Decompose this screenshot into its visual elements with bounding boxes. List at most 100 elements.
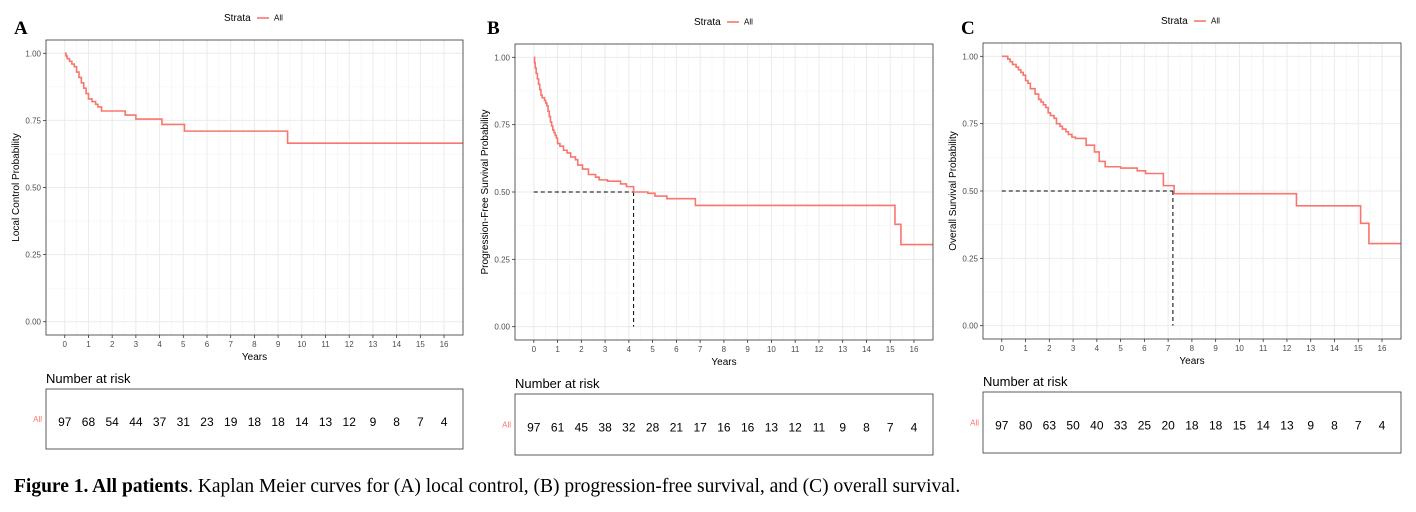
panel-letter: A [14,18,28,39]
x-tick-label: 16 [1378,344,1387,353]
x-tick-label: 5 [650,345,655,354]
risk-number: 97 [995,419,1009,433]
y-tick-label: 0.75 [494,121,510,130]
risk-number: 16 [741,421,755,435]
survival-curve [533,56,933,246]
y-tick-label: 0.75 [25,116,41,125]
risk-number: 14 [295,415,309,429]
y-tick-label: 1.00 [962,52,978,61]
x-tick-label: 4 [1095,344,1100,353]
risk-number: 68 [82,415,96,429]
risk-number: 80 [1019,419,1033,433]
risk-number: 33 [1114,419,1128,433]
risk-number: 18 [1185,419,1199,433]
risk-number: 8 [863,421,870,435]
x-tick-label: 1 [1023,344,1028,353]
risk-number: 97 [58,415,72,429]
risk-number: 18 [271,415,285,429]
risk-table-title: Number at risk [515,376,600,391]
risk-table-title: Number at risk [983,374,1068,389]
risk-number: 54 [105,415,119,429]
risk-number: 9 [839,421,846,435]
x-tick-label: 2 [1047,344,1052,353]
x-tick-label: 3 [1071,344,1076,353]
x-tick-label: 15 [1354,344,1363,353]
risk-number: 13 [1280,419,1294,433]
x-tick-label: 1 [86,340,91,349]
x-tick-label: 15 [886,345,895,354]
grid [983,43,1401,339]
x-tick-label: 5 [181,340,186,349]
x-tick-label: 14 [1330,344,1339,353]
risk-number: 8 [1331,419,1338,433]
risk-number: 4 [911,421,918,435]
risk-strata-label: All [33,415,42,424]
x-tick-label: 9 [1213,344,1218,353]
x-tick-label: 0 [1000,344,1005,353]
x-tick-label: 2 [110,340,115,349]
x-tick-label: 11 [321,340,330,349]
y-axis-title: Progression-Free Survival Probability [480,109,491,274]
risk-number: 40 [1090,419,1104,433]
x-tick-label: 10 [297,340,306,349]
y-tick-label: 0.25 [962,254,978,263]
x-tick-label: 9 [276,340,281,349]
x-tick-label: 1 [555,345,560,354]
survival-curve [1001,55,1401,245]
x-tick-label: 8 [1190,344,1195,353]
y-tick-label: 0.75 [962,120,978,129]
x-tick-label: 13 [838,345,847,354]
risk-number: 38 [598,421,612,435]
risk-number: 13 [765,421,779,435]
risk-table-border [982,391,1402,454]
caption-text: . Kaplan Meier curves for (A) local cont… [188,476,961,497]
risk-table-border [45,388,464,450]
risk-number: 32 [622,421,636,435]
x-tick-label: 10 [1235,344,1244,353]
risk-number: 21 [670,421,684,435]
x-tick-label: 4 [157,340,162,349]
x-axis-title: Years [711,357,736,368]
risk-table-border [514,393,934,456]
x-tick-label: 7 [698,345,703,354]
x-tick-label: 3 [603,345,608,354]
risk-number: 25 [1138,419,1152,433]
x-tick-label: 13 [1306,344,1315,353]
x-tick-label: 12 [814,345,823,354]
risk-number: 45 [575,421,589,435]
grid [515,44,933,340]
caption-bold: Figure 1. All patients [14,476,189,497]
legend-label: All [744,18,753,27]
y-tick-label: 0.00 [25,318,41,327]
risk-number: 7 [1355,419,1362,433]
x-tick-label: 14 [862,345,871,354]
x-tick-label: 10 [767,345,776,354]
x-tick-label: 11 [791,345,800,354]
legend-title: Strata [694,17,721,28]
y-tick-label: 1.00 [494,53,510,62]
risk-number: 31 [177,415,191,429]
risk-number: 28 [646,421,660,435]
grid [46,40,463,335]
y-axis-title: Overall Survival Probability [948,131,959,251]
risk-number: 9 [1307,419,1314,433]
risk-number: 97 [527,421,541,435]
x-tick-label: 16 [910,345,919,354]
y-tick-label: 1.00 [25,49,41,58]
risk-number: 12 [789,421,803,435]
legend-title: Strata [224,13,251,24]
y-tick-label: 0.00 [494,323,510,332]
panel-letter: C [961,18,975,39]
x-axis-title: Years [1179,356,1204,367]
x-tick-label: 4 [627,345,632,354]
risk-number: 15 [1233,419,1247,433]
x-tick-label: 6 [205,340,210,349]
risk-number: 11 [813,421,826,435]
risk-number: 8 [393,415,400,429]
y-tick-label: 0.00 [962,322,978,331]
legend-label: All [274,14,283,23]
y-axis-title: Local Control Probability [11,133,22,241]
